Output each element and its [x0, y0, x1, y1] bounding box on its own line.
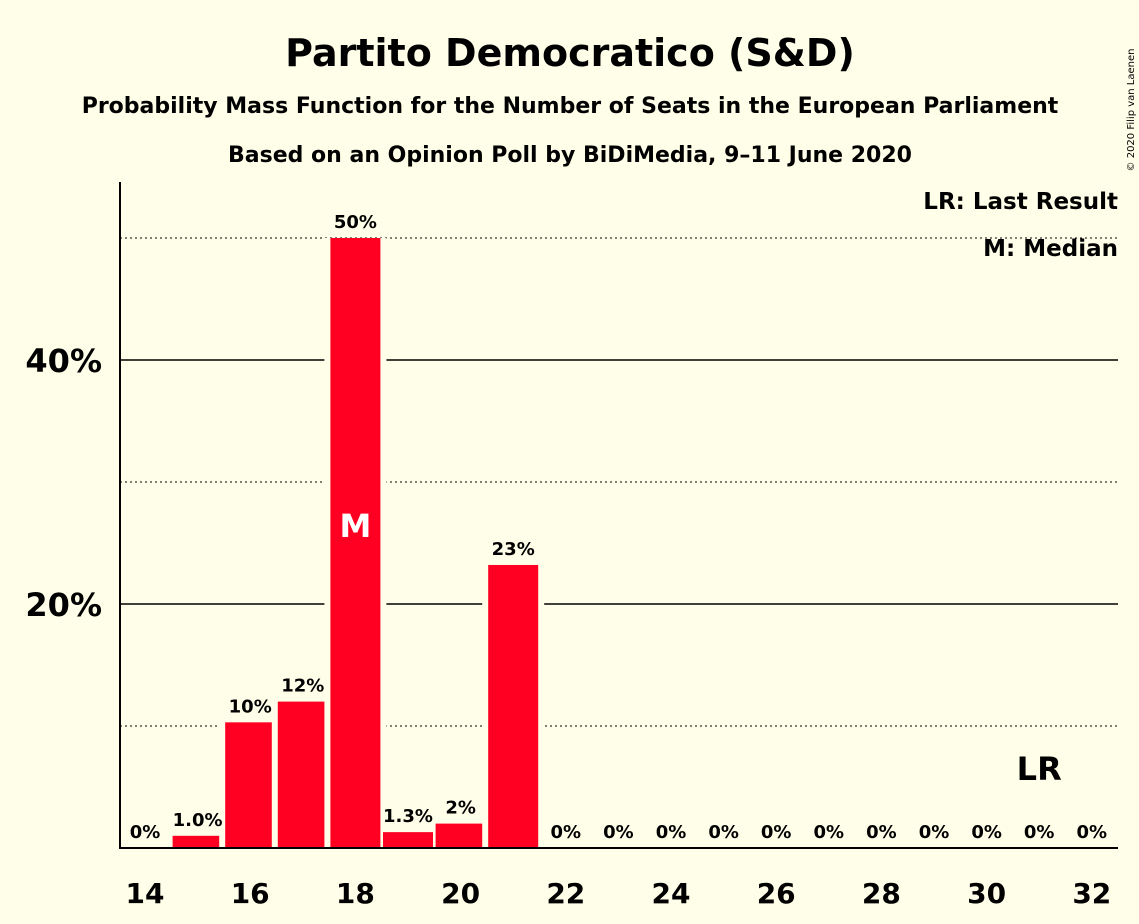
bars: [172, 238, 545, 848]
bar-19: [383, 832, 433, 848]
bar-15: [172, 835, 223, 848]
data-label-20: 2%: [445, 798, 476, 819]
data-label-19: 1.3%: [383, 806, 433, 827]
x-tick-label-28: 28: [862, 877, 901, 910]
x-tick-label-22: 22: [546, 877, 585, 910]
data-label-22: 0%: [551, 822, 582, 843]
x-tick-label-30: 30: [967, 877, 1006, 910]
x-tick-label-14: 14: [126, 877, 165, 910]
bar-16: [225, 722, 276, 848]
data-label-25: 0%: [708, 822, 739, 843]
bar-17: [277, 701, 328, 848]
data-label-21: 23%: [492, 539, 535, 560]
last-result-marker: LR: [1017, 750, 1062, 788]
copyright-note: © 2020 Filip van Laenen: [1126, 49, 1137, 172]
data-label-32: 0%: [1077, 822, 1108, 843]
x-tick-label-24: 24: [652, 877, 691, 910]
chart-subtitle: Probability Mass Function for the Number…: [82, 94, 1059, 119]
y-tick-label-0: 20%: [25, 586, 102, 624]
data-label-28: 0%: [866, 822, 897, 843]
data-label-30: 0%: [971, 822, 1002, 843]
chart-title: Partito Democratico (S&D): [285, 31, 855, 75]
bar-20: [435, 823, 486, 848]
data-labels: 0% 1.0% 10% 12% 50% 1.3% 2% 23% 0% 0% 0% 0% 0% 0% 0% 0%…: [130, 212, 1107, 843]
gridlines: [120, 237, 1118, 727]
bar-21: [488, 564, 539, 848]
data-label-14: 0%: [130, 822, 161, 843]
data-label-26: 0%: [761, 822, 792, 843]
x-tick-label-32: 32: [1072, 877, 1111, 910]
x-tick-label-16: 16: [231, 877, 270, 910]
axes: [119, 182, 1118, 849]
chart-subtitle-poll: Based on an Opinion Poll by BiDiMedia, 9…: [228, 143, 912, 168]
data-label-27: 0%: [814, 822, 845, 843]
median-marker: M: [339, 507, 371, 545]
x-tick-label-18: 18: [336, 877, 375, 910]
x-tick-label-26: 26: [757, 877, 796, 910]
data-label-15: 1.0%: [173, 810, 223, 831]
data-label-23: 0%: [603, 822, 634, 843]
legend-entry-1: M: Median: [983, 236, 1118, 262]
data-label-16: 10%: [229, 696, 272, 717]
x-tick-label-20: 20: [441, 877, 480, 910]
data-label-24: 0%: [656, 822, 687, 843]
tick-labels: 20% 40% 14 16 18 20 22 24 26 28 30 32: [25, 342, 1111, 910]
data-label-31: 0%: [1024, 822, 1055, 843]
y-tick-label-1: 40%: [25, 342, 102, 380]
data-label-29: 0%: [919, 822, 950, 843]
legend-entry-0: LR: Last Result: [923, 189, 1118, 215]
bar-18: [330, 238, 381, 848]
legend: LR: Last Result M: Median: [923, 189, 1118, 262]
data-label-17: 12%: [281, 676, 324, 697]
data-label-18: 50%: [334, 212, 377, 233]
